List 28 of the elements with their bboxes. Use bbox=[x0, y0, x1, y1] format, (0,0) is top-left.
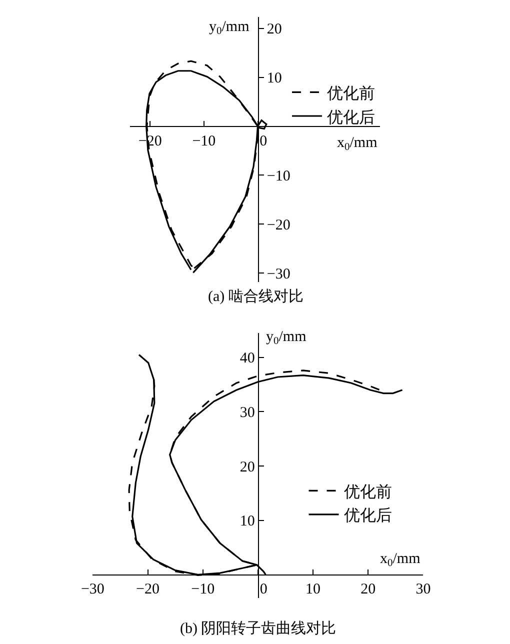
x-tick-label: −30 bbox=[80, 582, 104, 598]
y-tick-label: −20 bbox=[266, 217, 290, 234]
y-tick-label: 20 bbox=[240, 459, 255, 476]
x-tick-label: 0 bbox=[248, 582, 268, 598]
y-tick-label: 40 bbox=[240, 350, 255, 367]
text: (a) 啮合线对比 bbox=[208, 288, 304, 305]
y-axis-title: y$_{0}$/mm bbox=[209, 19, 250, 38]
y-tick-label: 10 bbox=[240, 514, 255, 530]
y-axis-title: y$_{0}$/mm bbox=[266, 329, 307, 348]
x-tick-label: −20 bbox=[136, 582, 160, 598]
x-tick-label: 20 bbox=[360, 582, 376, 598]
text: (b) 阴阳转子齿曲线对比 bbox=[180, 620, 336, 637]
x-tick-label: 10 bbox=[306, 582, 321, 598]
y-tick-label: 20 bbox=[266, 22, 282, 38]
legend-label: 优化前 bbox=[344, 482, 392, 501]
legend-label: 优化前 bbox=[326, 84, 375, 102]
y-tick-label: 30 bbox=[240, 404, 255, 421]
y-tick-label: −10 bbox=[266, 168, 290, 184]
x-tick-label: −10 bbox=[191, 582, 215, 598]
y-tick-label: −30 bbox=[266, 266, 290, 282]
x-tick-label: 30 bbox=[416, 582, 431, 598]
y-tick-label: 10 bbox=[266, 70, 282, 86]
legend-label: 优化后 bbox=[344, 506, 392, 525]
x-tick-label: −10 bbox=[192, 133, 216, 150]
x-axis-title: x$_{0}$/mm bbox=[380, 551, 421, 570]
x-axis-title: x$_{0}$/mm bbox=[337, 135, 378, 154]
legend-label: 优化后 bbox=[326, 108, 375, 126]
x-tick-label: 0 bbox=[248, 133, 268, 150]
